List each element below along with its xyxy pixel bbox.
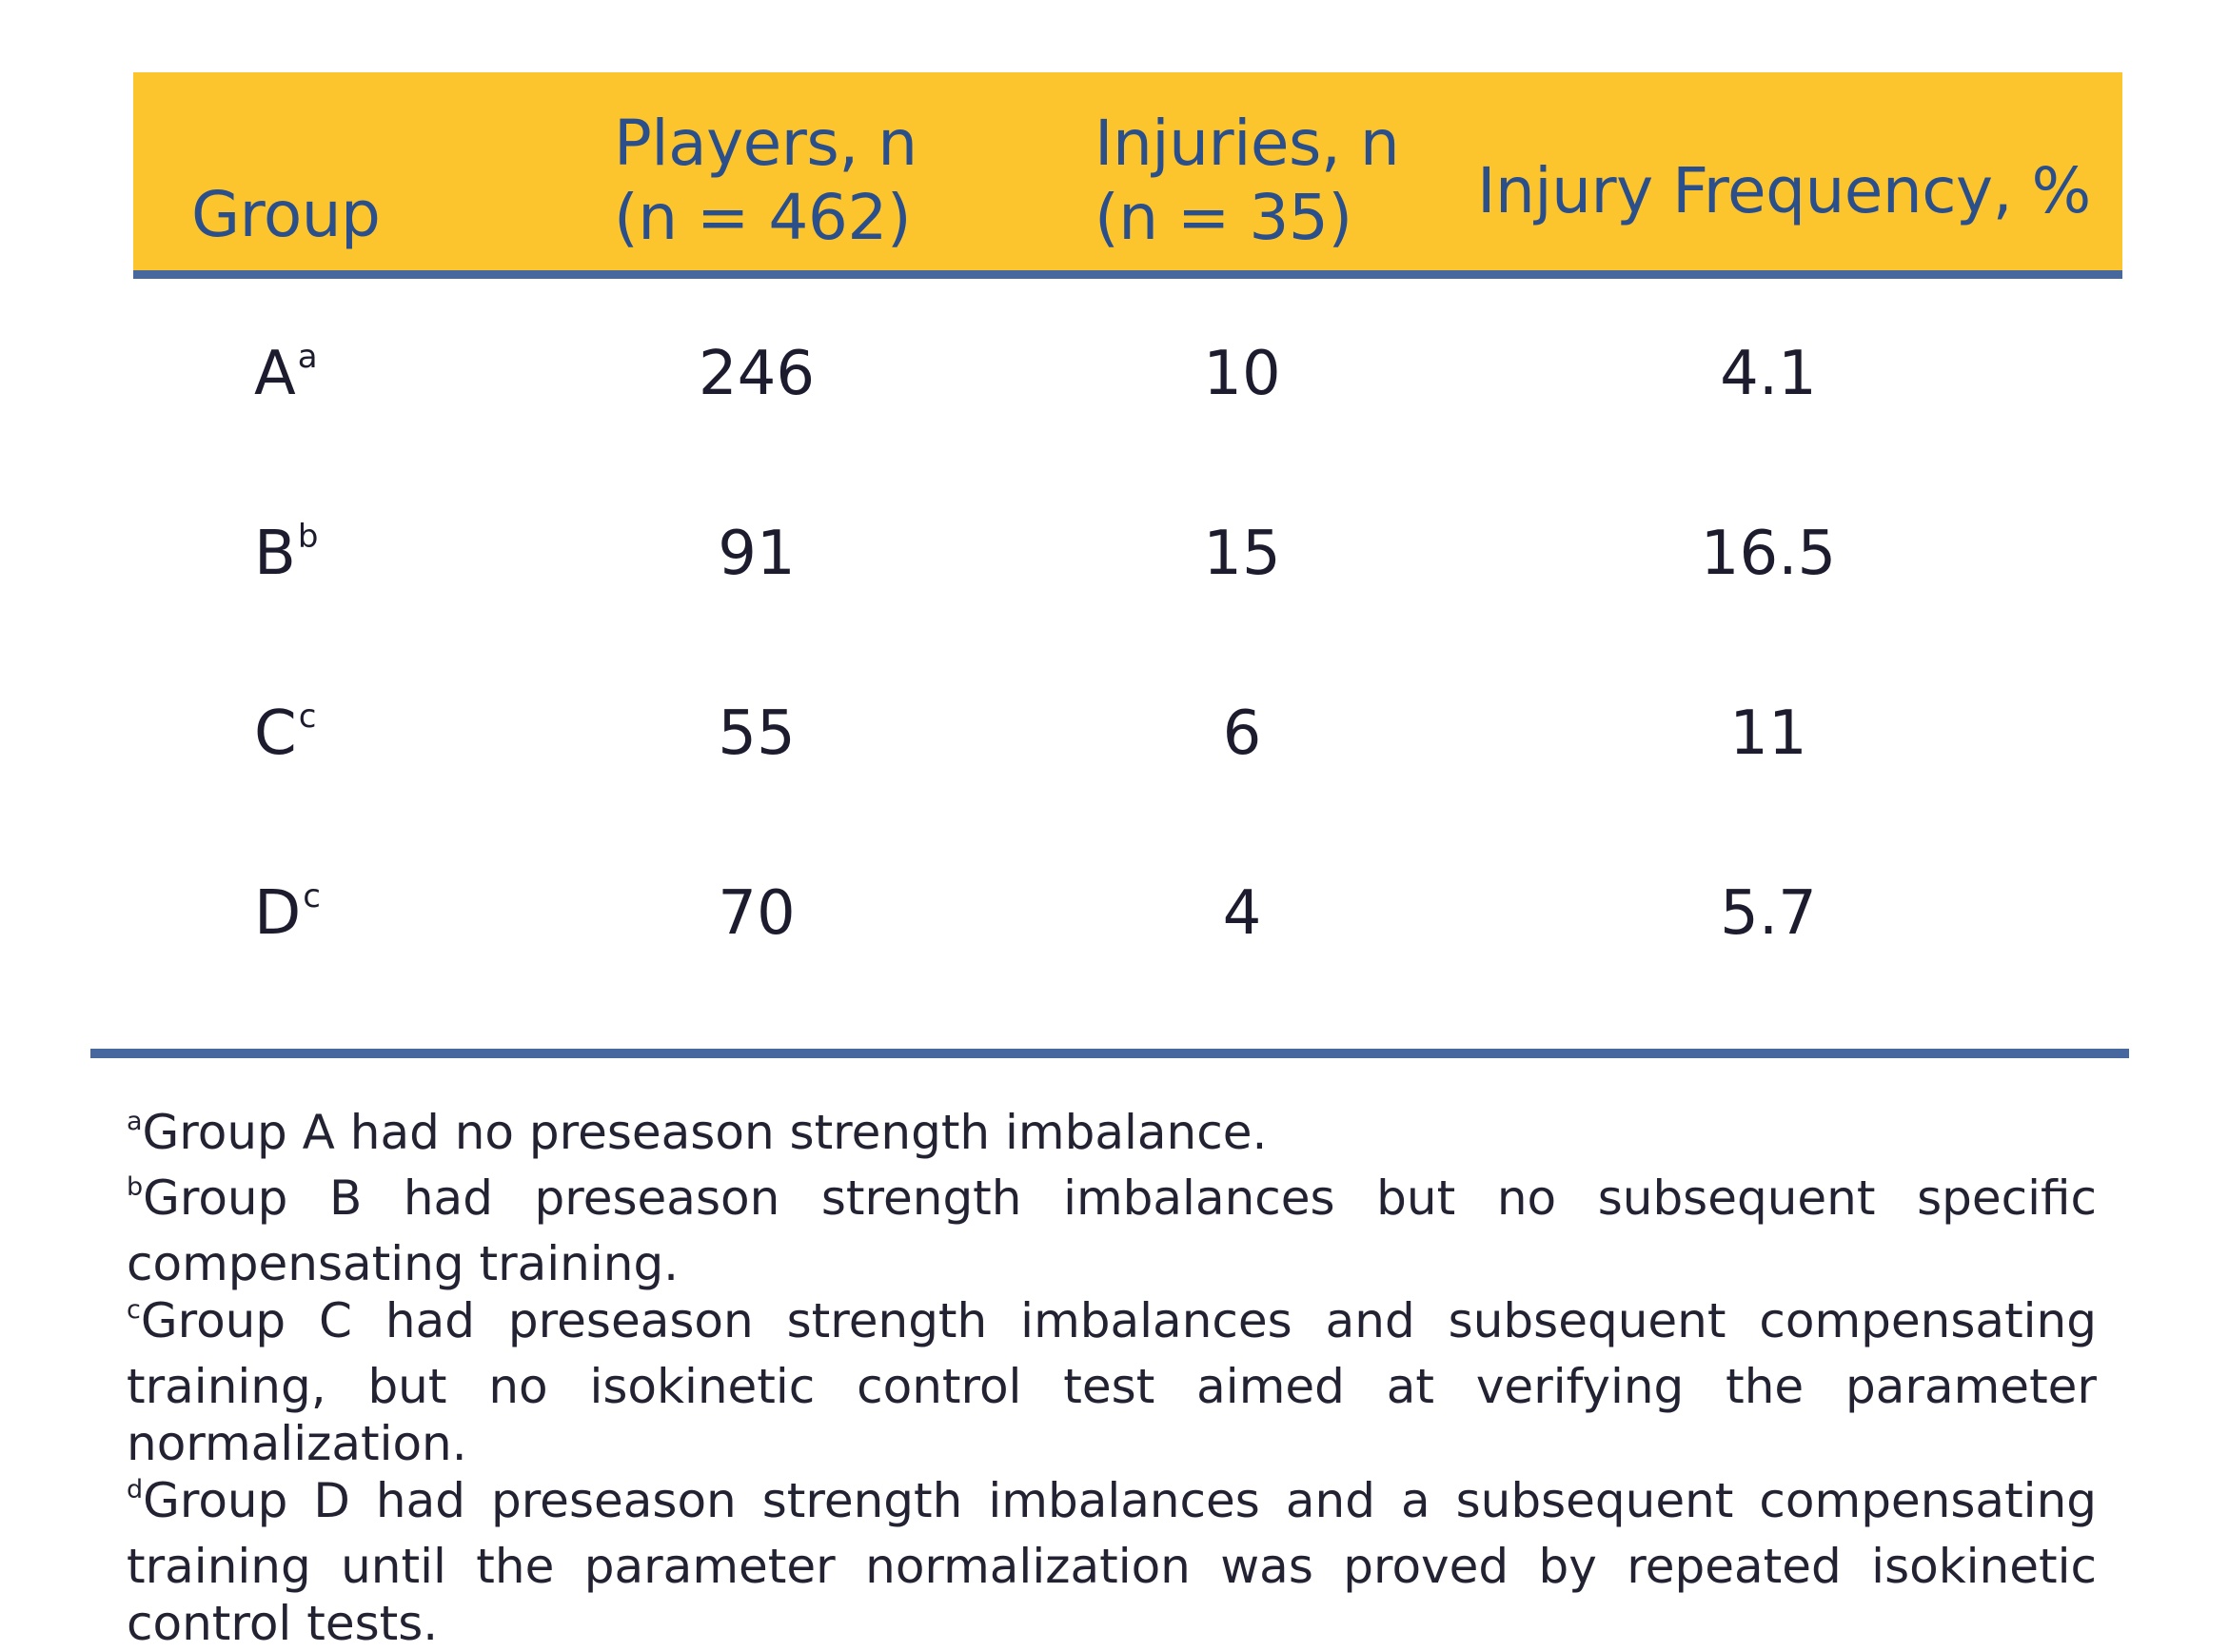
cell-injuries: 6 <box>1222 698 1262 769</box>
group-superscript: c <box>303 877 321 915</box>
header-frequency: Injury Frequency, % <box>1477 154 2091 228</box>
cell-injuries: 4 <box>1222 878 1262 949</box>
group-superscript: a <box>297 338 318 376</box>
header-group-label: Group <box>191 178 381 251</box>
group-superscript: c <box>298 698 317 736</box>
group-letter: C <box>254 698 297 769</box>
cell-group: Bb <box>133 516 319 601</box>
footnote: aGroup A had no preseason strength imbal… <box>127 1104 2097 1170</box>
data-table: Group Players, n (n = 462) Injuries, n (… <box>133 72 2122 279</box>
cell-frequency: 4.1 <box>1720 339 1817 409</box>
footnote-marker: d <box>127 1475 144 1504</box>
cell-players: 246 <box>698 339 816 409</box>
cell-frequency: 5.7 <box>1720 878 1817 949</box>
cell-group: Dc <box>133 875 321 961</box>
cell-players: 55 <box>718 698 796 769</box>
group-letter: D <box>254 878 302 949</box>
cell-group: Aa <box>133 336 318 422</box>
header-players-total: (n = 462) <box>614 181 912 254</box>
header-group: Group <box>191 178 381 252</box>
cell-injuries: 10 <box>1203 339 1281 409</box>
group-letter: B <box>254 519 296 589</box>
footnote-marker: c <box>127 1295 141 1325</box>
table-header: Group Players, n (n = 462) Injuries, n (… <box>133 72 2122 279</box>
footnote-text: Group A had no preseason strength imbala… <box>142 1105 1268 1160</box>
footnote-text: Group D had preseason strength imbalance… <box>127 1473 2097 1651</box>
header-injuries-label: Injuries, n <box>1095 107 1400 180</box>
footnote-marker: b <box>127 1172 144 1202</box>
header-players: Players, n (n = 462) <box>614 107 917 255</box>
footnote-text: Group B had preseason strength imbalance… <box>127 1170 2097 1291</box>
table-bottom-rule <box>90 1049 2129 1058</box>
footnotes: aGroup A had no preseason strength imbal… <box>127 1104 2097 1652</box>
table-row: Cc 55 6 11 <box>133 639 2122 818</box>
table-row: Dc 70 4 5.7 <box>133 818 2122 998</box>
cell-group: Cc <box>133 696 316 781</box>
header-injuries-total: (n = 35) <box>1095 181 1352 254</box>
footnote-marker: a <box>127 1107 143 1136</box>
cell-players: 91 <box>718 519 796 589</box>
header-injuries: Injuries, n (n = 35) <box>1095 107 1400 255</box>
table-body: Aa 246 10 4.1 Bb 91 15 16.5 Cc 55 6 11 D… <box>133 279 2122 998</box>
footnote: dGroup D had preseason strength imbalanc… <box>127 1472 2097 1652</box>
cell-injuries: 15 <box>1203 519 1281 589</box>
cell-frequency: 11 <box>1729 698 1807 769</box>
group-superscript: b <box>297 518 319 556</box>
group-letter: A <box>254 339 296 409</box>
header-frequency-label: Injury Frequency, % <box>1477 154 2091 227</box>
table-row: Aa 246 10 4.1 <box>133 279 2122 459</box>
footnote: cGroup C had preseason strength imbalanc… <box>127 1292 2097 1472</box>
footnote-text: Group C had preseason strength imbalance… <box>127 1293 2097 1471</box>
footnote: bGroup B had preseason strength imbalanc… <box>127 1170 2097 1292</box>
header-players-label: Players, n <box>614 107 917 180</box>
cell-players: 70 <box>718 878 796 949</box>
cell-frequency: 16.5 <box>1700 519 1837 589</box>
table-row: Bb 91 15 16.5 <box>133 459 2122 639</box>
